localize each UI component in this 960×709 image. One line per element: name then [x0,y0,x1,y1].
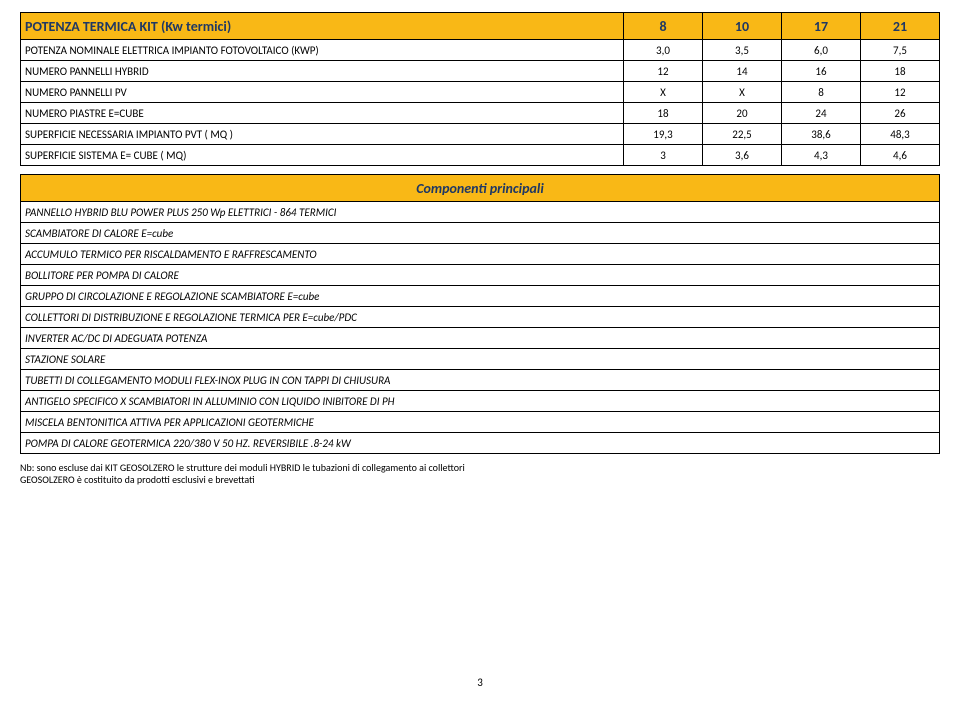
components-header-row: Componenti principali [21,175,940,202]
spec-row-label: NUMERO PIASTRE E=CUBE [21,103,624,124]
component-row: POMPA DI CALORE GEOTERMICA 220/380 V 50 … [21,433,940,454]
component-row: SCAMBIATORE DI CALORE E=cube [21,223,940,244]
component-item: PANNELLO HYBRID BLU POWER PLUS 250 Wp EL… [21,202,940,223]
spec-row-val: 24 [782,103,861,124]
spec-header-val: 10 [703,13,782,40]
spec-row: SUPERFICIE SISTEMA E= CUBE ( MQ)33,64,34… [21,145,940,166]
spec-row-label: NUMERO PANNELLI PV [21,82,624,103]
spec-row-val: 18 [861,61,940,82]
spec-row: NUMERO PANNELLI PVXX812 [21,82,940,103]
component-item: ACCUMULO TERMICO PER RISCALDAMENTO E RAF… [21,244,940,265]
spec-row-val: 14 [703,61,782,82]
spec-row-val: 20 [703,103,782,124]
spec-row-val: 12 [624,61,703,82]
spec-row-val: 4,3 [782,145,861,166]
component-item: POMPA DI CALORE GEOTERMICA 220/380 V 50 … [21,433,940,454]
component-item: INVERTER AC/DC DI ADEGUATA POTENZA [21,328,940,349]
footnote: Nb: sono escluse dai KIT GEOSOLZERO le s… [20,462,940,486]
spec-row-val: 12 [861,82,940,103]
spec-header-label: POTENZA TERMICA KIT (Kw termici) [21,13,624,40]
component-item: SCAMBIATORE DI CALORE E=cube [21,223,940,244]
component-item: TUBETTI DI COLLEGAMENTO MODULI FLEX-INOX… [21,370,940,391]
component-item: ANTIGELO SPECIFICO X SCAMBIATORI IN ALLU… [21,391,940,412]
spec-row-val: 19,3 [624,124,703,145]
spec-table: POTENZA TERMICA KIT (Kw termici) 8 10 17… [20,12,940,166]
component-item: STAZIONE SOLARE [21,349,940,370]
spec-header-val: 17 [782,13,861,40]
spec-row-val: 3,0 [624,40,703,61]
spec-row-val: 3,6 [703,145,782,166]
component-row: COLLETTORI DI DISTRIBUZIONE E REGOLAZION… [21,307,940,328]
component-item: GRUPPO DI CIRCOLAZIONE E REGOLAZIONE SCA… [21,286,940,307]
spec-header-val: 8 [624,13,703,40]
spec-row-val: 26 [861,103,940,124]
component-row: INVERTER AC/DC DI ADEGUATA POTENZA [21,328,940,349]
spec-row-label: SUPERFICIE SISTEMA E= CUBE ( MQ) [21,145,624,166]
spec-row: NUMERO PANNELLI HYBRID12141618 [21,61,940,82]
component-row: ANTIGELO SPECIFICO X SCAMBIATORI IN ALLU… [21,391,940,412]
spec-row-val: 6,0 [782,40,861,61]
spec-row-val: 7,5 [861,40,940,61]
spec-row-label: POTENZA NOMINALE ELETTRICA IMPIANTO FOTO… [21,40,624,61]
spec-row-val: 3 [624,145,703,166]
spec-row-val: 8 [782,82,861,103]
spec-row-val: 18 [624,103,703,124]
spec-row-label: NUMERO PANNELLI HYBRID [21,61,624,82]
component-row: PANNELLO HYBRID BLU POWER PLUS 250 Wp EL… [21,202,940,223]
spec-row-val: 3,5 [703,40,782,61]
component-row: BOLLITORE PER POMPA DI CALORE [21,265,940,286]
footnote-line2: GEOSOLZERO è costituito da prodotti escl… [20,473,255,486]
components-table: Componenti principali PANNELLO HYBRID BL… [20,174,940,454]
spec-row: SUPERFICIE NECESSARIA IMPIANTO PVT ( MQ … [21,124,940,145]
components-header: Componenti principali [21,175,940,202]
spec-header-val: 21 [861,13,940,40]
component-row: MISCELA BENTONITICA ATTIVA PER APPLICAZI… [21,412,940,433]
spec-row-val: 38,6 [782,124,861,145]
component-row: TUBETTI DI COLLEGAMENTO MODULI FLEX-INOX… [21,370,940,391]
spec-header-row: POTENZA TERMICA KIT (Kw termici) 8 10 17… [21,13,940,40]
component-row: ACCUMULO TERMICO PER RISCALDAMENTO E RAF… [21,244,940,265]
spec-row-label: SUPERFICIE NECESSARIA IMPIANTO PVT ( MQ … [21,124,624,145]
component-row: STAZIONE SOLARE [21,349,940,370]
component-item: MISCELA BENTONITICA ATTIVA PER APPLICAZI… [21,412,940,433]
spec-row-val: X [703,82,782,103]
spec-row-val: 48,3 [861,124,940,145]
page-number: 3 [20,676,940,689]
component-item: BOLLITORE PER POMPA DI CALORE [21,265,940,286]
component-item: COLLETTORI DI DISTRIBUZIONE E REGOLAZION… [21,307,940,328]
spec-row-val: 4,6 [861,145,940,166]
spec-row-val: X [624,82,703,103]
spec-row: NUMERO PIASTRE E=CUBE18202426 [21,103,940,124]
spec-row: POTENZA NOMINALE ELETTRICA IMPIANTO FOTO… [21,40,940,61]
spec-row-val: 22,5 [703,124,782,145]
spec-row-val: 16 [782,61,861,82]
component-row: GRUPPO DI CIRCOLAZIONE E REGOLAZIONE SCA… [21,286,940,307]
